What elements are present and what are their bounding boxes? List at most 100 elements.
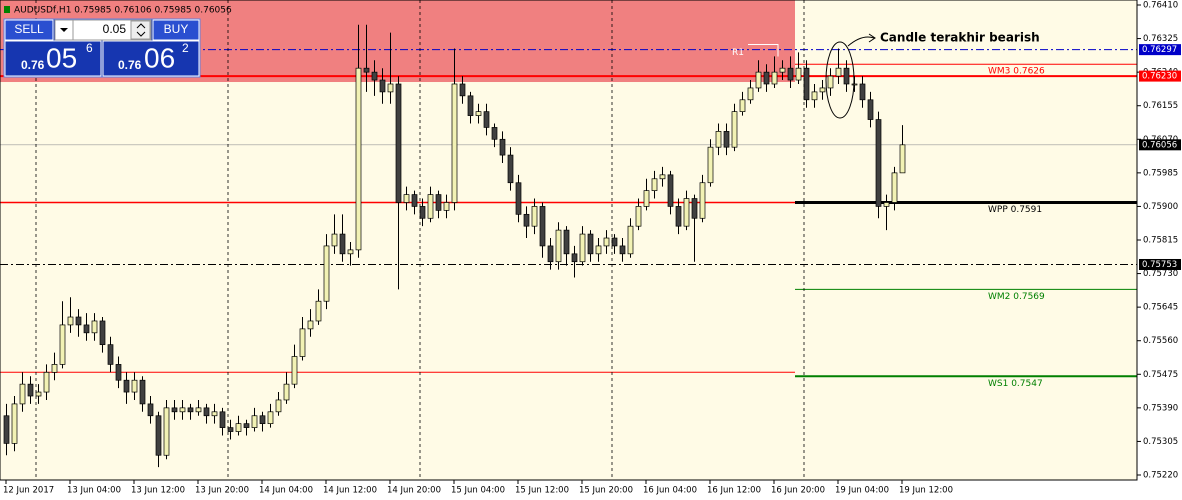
y-tick-label: 0.75645 <box>1143 303 1178 313</box>
candle-body <box>171 407 178 413</box>
candle-body <box>459 83 466 97</box>
candle-body <box>355 67 362 251</box>
candle-body <box>875 119 882 207</box>
bid-prefix: 0.76 <box>21 58 45 72</box>
candle-body <box>123 379 130 393</box>
y-tick-label: 0.75475 <box>1143 370 1178 380</box>
candle-body <box>131 379 138 393</box>
price-marker-label: 0.76230 <box>1142 72 1177 82</box>
x-tick-label: 16 Jun 04:00 <box>643 486 697 496</box>
candle-body <box>483 111 490 128</box>
candle-body <box>619 245 626 255</box>
candle-body <box>307 320 314 330</box>
candle-body <box>419 206 426 219</box>
header-title: AUDUSDf,H1 0.75985 0.76106 0.75985 0.760… <box>14 6 232 16</box>
candle-body <box>715 131 722 148</box>
candle-body <box>267 411 274 425</box>
bid-small: 6 <box>86 41 93 55</box>
candle-body <box>467 95 474 116</box>
candle-body <box>443 202 450 211</box>
candle-body <box>675 206 682 227</box>
y-tick-label: 0.75560 <box>1143 336 1178 346</box>
candle-body <box>843 67 850 85</box>
candle-body <box>811 91 818 101</box>
candle-body <box>851 83 858 86</box>
price-marker-box <box>1139 70 1181 82</box>
candle-body <box>451 83 458 203</box>
arrow-head <box>868 33 876 43</box>
price-marker-box <box>1139 44 1181 56</box>
candle-body <box>19 383 26 405</box>
candle-body <box>67 316 74 326</box>
bid-box[interactable] <box>4 40 102 77</box>
candle-body <box>91 320 98 334</box>
buy-button[interactable] <box>152 19 200 41</box>
y-tick-label: 0.75220 <box>1143 471 1178 481</box>
x-tick-label: 16 Jun 12:00 <box>707 486 761 496</box>
overlay: WM3 0.7626 WPP 0.7591 WM2 0.7569 WS1 0.7547… <box>3 1 1181 496</box>
candle-body <box>27 383 34 397</box>
lot-value[interactable]: 0.05 <box>103 22 127 36</box>
candle-body <box>427 194 434 219</box>
candle-body <box>347 249 354 255</box>
axis-background <box>1137 0 1182 500</box>
candle-body <box>707 146 714 184</box>
y-tick-label: 0.76155 <box>1143 101 1178 111</box>
candle-body <box>883 202 890 207</box>
candle-body <box>147 403 154 417</box>
candle-body <box>315 300 322 322</box>
candle-body <box>835 67 842 77</box>
candle-body <box>259 415 266 425</box>
candle-body <box>387 83 394 93</box>
candle-body <box>731 111 738 148</box>
candle-body <box>579 233 586 263</box>
sell-label[interactable]: SELL <box>14 22 44 36</box>
candle-body <box>155 415 162 456</box>
candle-body <box>379 79 386 93</box>
price-marker-label: 0.75753 <box>1142 260 1177 270</box>
ask-small: 2 <box>182 41 189 55</box>
candle-body <box>859 83 866 101</box>
bid-big: 05 <box>46 42 77 73</box>
candle-body <box>539 206 546 247</box>
candle-body <box>667 174 674 207</box>
ask-box[interactable] <box>102 40 200 77</box>
buy-label[interactable]: BUY <box>164 22 189 36</box>
candle-body <box>699 182 706 219</box>
x-tick-label: 16 Jun 20:00 <box>771 486 825 496</box>
candle-body <box>603 237 610 247</box>
annotation-shapes <box>825 33 876 119</box>
candle-body <box>635 206 642 227</box>
x-tick-label: 14 Jun 20:00 <box>387 486 441 496</box>
r1-label: R1 <box>732 48 744 58</box>
y-tick-label: 0.75985 <box>1143 168 1178 178</box>
candle-body <box>531 206 538 227</box>
candle-body <box>339 233 346 255</box>
candle-body <box>771 71 778 85</box>
price-marker-label: 0.76056 <box>1142 140 1177 150</box>
trade-panel: SELL 0.05 BUY 0.76 05 6 0.76 06 2 <box>3 18 201 78</box>
candle-body <box>747 87 754 101</box>
annotation: Candle terakhir bearish <box>880 31 1040 45</box>
lot-spinner[interactable] <box>130 20 151 40</box>
candle-body <box>3 415 10 444</box>
candle-body <box>795 67 802 81</box>
sell-button[interactable] <box>4 19 54 41</box>
y-tick-label: 0.75390 <box>1143 403 1178 413</box>
pivot-label: WPP 0.7591 <box>988 205 1042 215</box>
candle-body <box>691 198 698 219</box>
pivot-label: WM3 0.7626 <box>988 67 1045 77</box>
x-tick-label: 19 Jun 12:00 <box>899 486 953 496</box>
candle-body <box>435 194 442 211</box>
candle-body <box>163 407 170 456</box>
y-tick-label: 0.75730 <box>1143 269 1178 279</box>
candle-body <box>363 67 370 73</box>
x-tick-label: 14 Jun 04:00 <box>259 486 313 496</box>
candle-body <box>99 320 106 346</box>
y-tick-label: 0.76325 <box>1143 34 1178 44</box>
candle-body <box>891 172 898 203</box>
candle-body <box>219 411 226 428</box>
candle-body <box>187 407 194 413</box>
candle-body <box>195 407 202 413</box>
